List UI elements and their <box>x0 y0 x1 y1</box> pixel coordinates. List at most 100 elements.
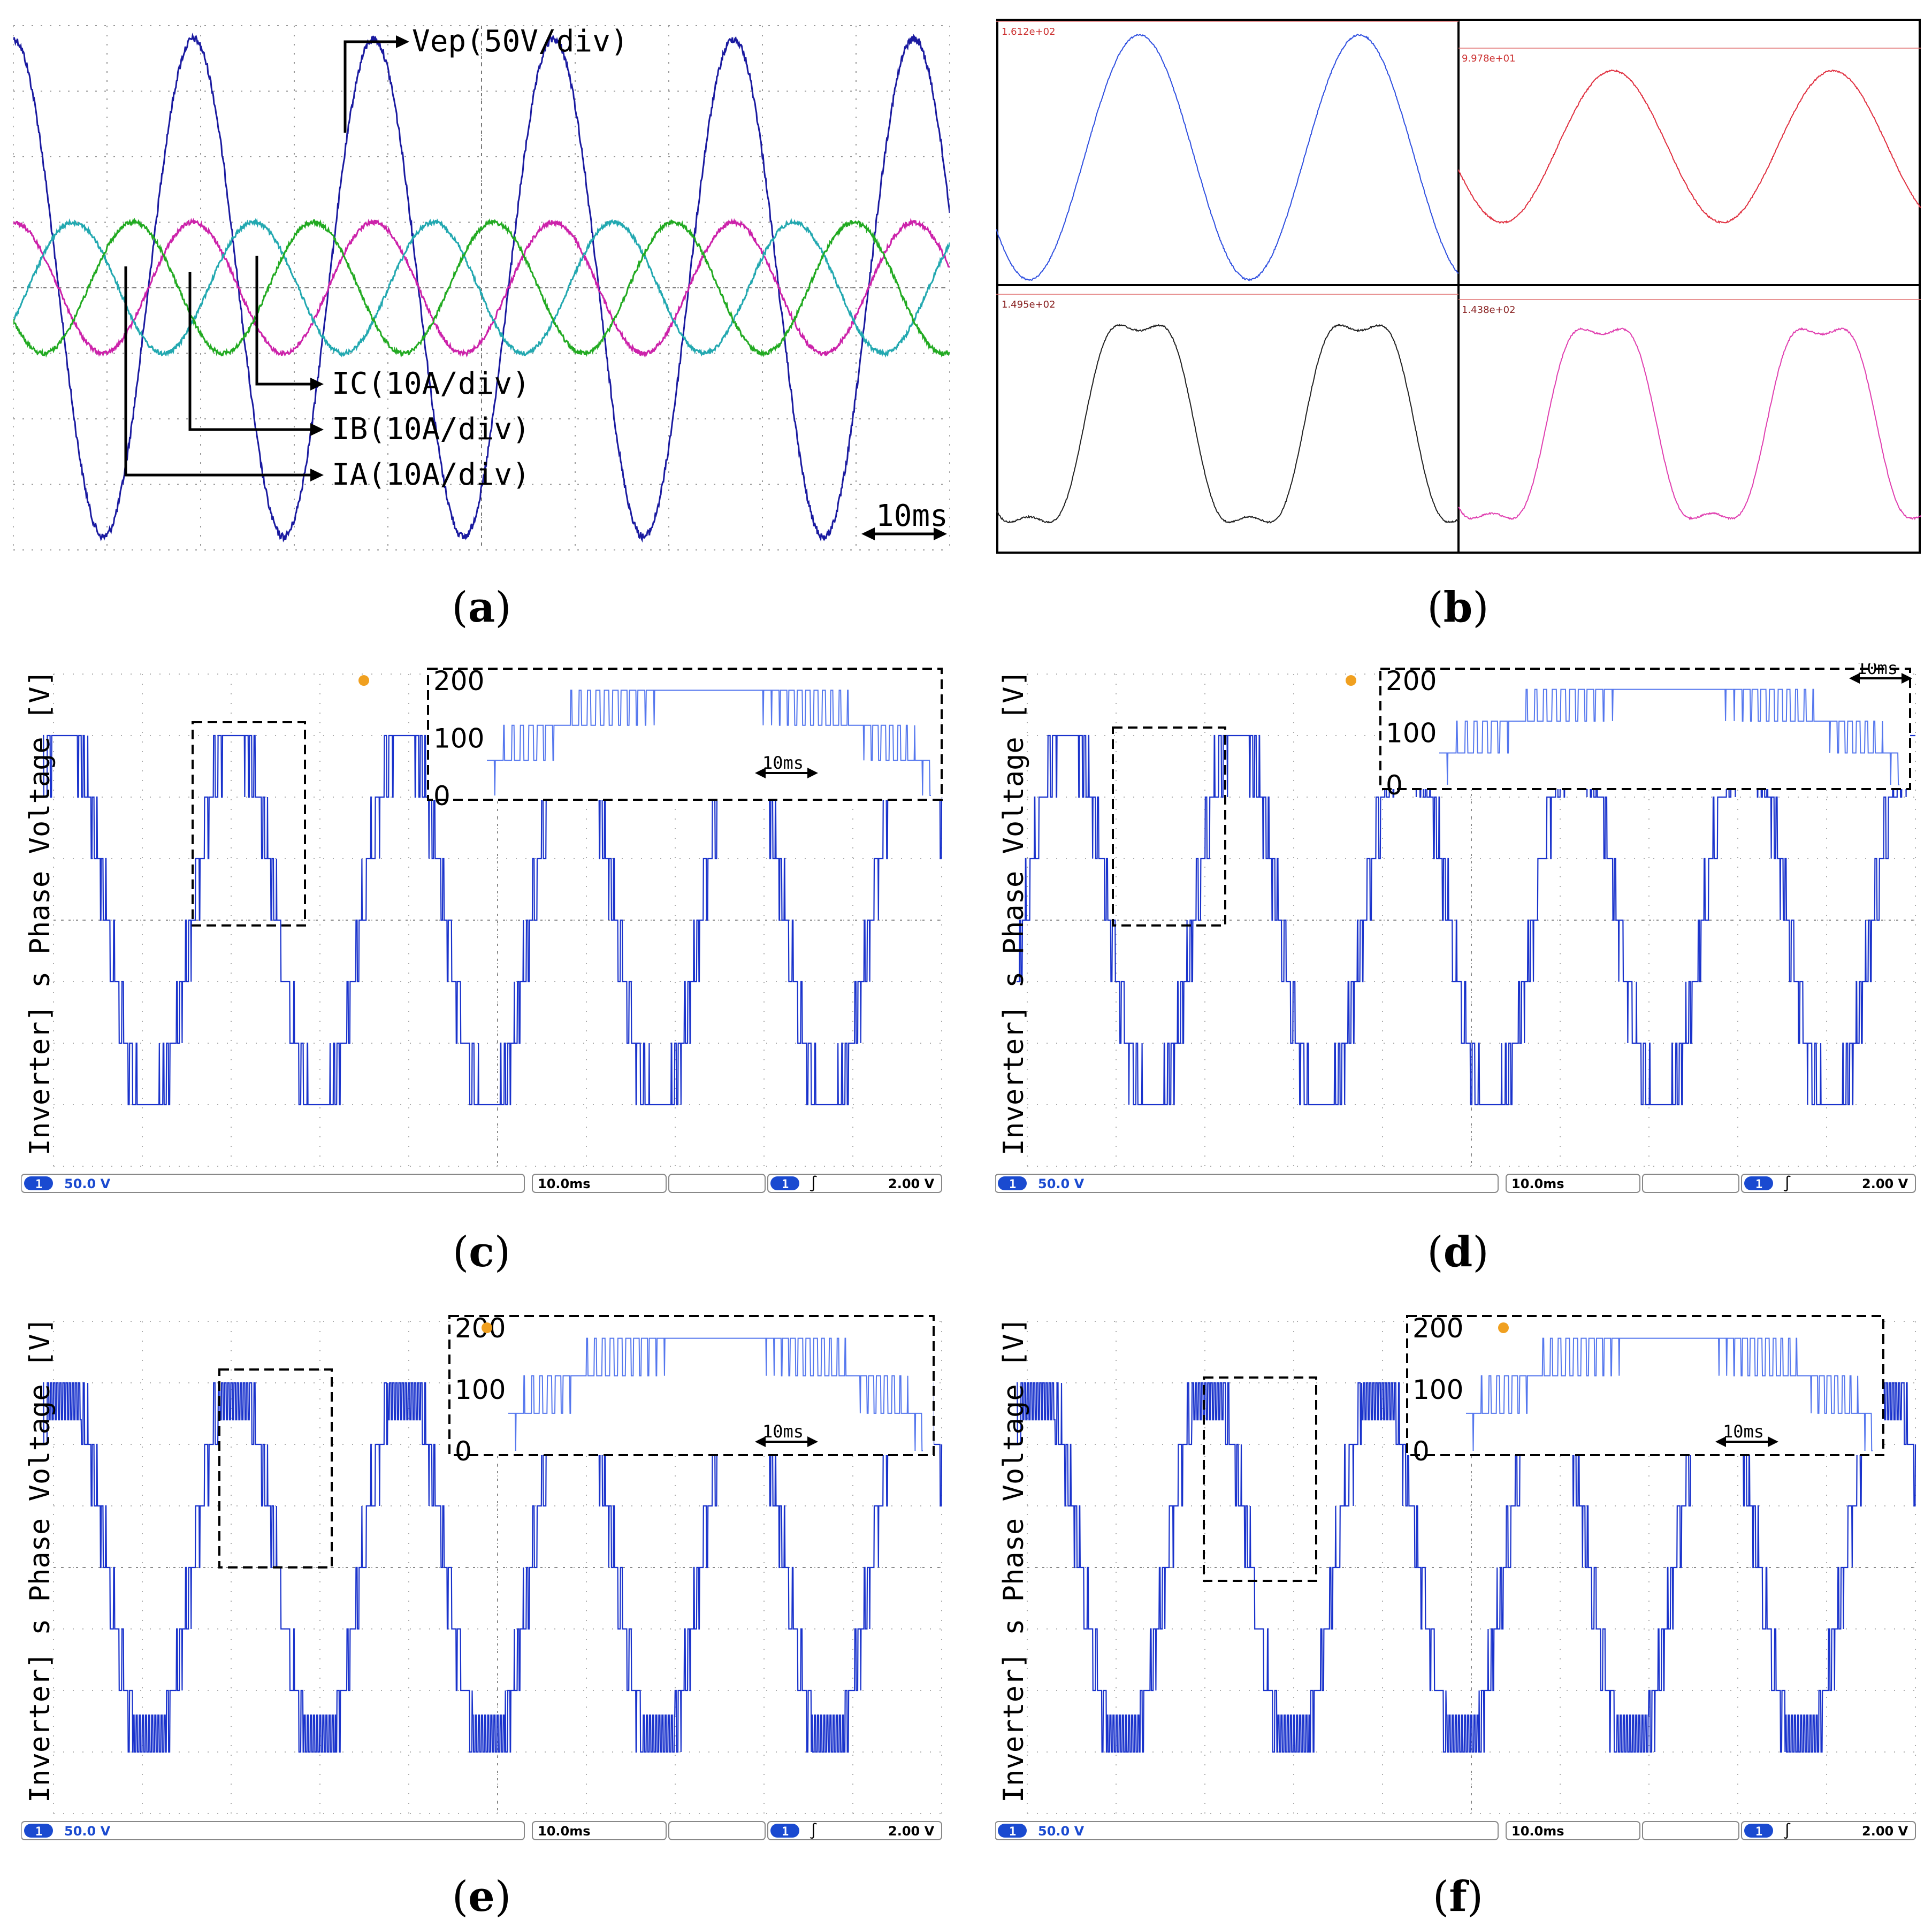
trigger-status-box <box>1741 1821 1916 1840</box>
trigger-level: 2.00 V <box>1862 1176 1908 1191</box>
ch1-badge <box>24 1824 53 1838</box>
zoom-region-box <box>192 721 306 927</box>
inset-border <box>1406 1315 1884 1456</box>
panel-a-grid <box>13 25 950 550</box>
y-axis-label: Inverter] s Phase Voltage [V] <box>24 670 56 1156</box>
inset-background <box>449 1316 934 1455</box>
trigger-level: 2.00 V <box>888 1824 935 1839</box>
arrowhead <box>1768 1436 1778 1447</box>
caption-e: (e) <box>452 1872 511 1921</box>
caption-a: (a) <box>452 583 511 632</box>
timebase-box <box>532 1821 667 1840</box>
timebase-box <box>532 1174 667 1193</box>
ch1-number: 1 <box>35 1178 42 1191</box>
ch1-scale: 50.0 V <box>64 1176 111 1191</box>
trace-b-2 <box>1458 69 1921 224</box>
zoom-region-box <box>1112 726 1226 927</box>
ch1-badge <box>998 1176 1027 1190</box>
ia-label: IA(10A/div) <box>332 457 530 492</box>
trigger-ch-badge <box>1744 1176 1773 1190</box>
inset-background <box>1407 1316 1883 1455</box>
inset-tick-label: 100 <box>1412 1374 1463 1405</box>
inset-tick-label: 100 <box>455 1374 506 1405</box>
inset-tick-label: 0 <box>433 781 450 812</box>
ch1-status-box <box>995 1174 1499 1193</box>
ch1-scale: 50.0 V <box>1038 1176 1085 1191</box>
phase-voltage-trace <box>1017 735 1915 1106</box>
inset-trace <box>487 690 931 796</box>
trigger-level: 2.00 V <box>888 1176 935 1191</box>
inset-border <box>448 1315 935 1456</box>
timebase-box <box>1506 1821 1640 1840</box>
trigger-status-box <box>767 1174 942 1193</box>
inset-tick-label: 200 <box>1386 665 1437 697</box>
caption-d: (d) <box>1427 1228 1489 1276</box>
trigger-ch-number: 1 <box>1755 1178 1762 1191</box>
ch1-number: 1 <box>1009 1825 1016 1839</box>
timebase-box <box>1506 1174 1640 1193</box>
readout-1: 1.612e+02 <box>1002 26 1056 37</box>
arrowhead <box>1849 673 1860 684</box>
trigger-ch-badge <box>770 1824 799 1838</box>
inset-time-label: 10ms <box>1723 1421 1764 1442</box>
inset-time-label: 10ms <box>762 753 804 773</box>
trigger-edge-icon: ∫ <box>1783 1822 1792 1840</box>
y-axis-label: Inverter] s Phase Voltage [V] <box>998 1317 1030 1803</box>
readout-2: 9.978e+01 <box>1462 53 1516 64</box>
trigger-status-box <box>1741 1174 1916 1193</box>
caption-c: (c) <box>452 1228 511 1276</box>
arrowhead <box>755 1436 766 1447</box>
inset-border <box>427 668 943 801</box>
panel-e-oscilloscope: 200 100 0 10ms Inverter] s Phase Voltage [V]… <box>21 1313 943 1840</box>
ib-label: IB(10A/div) <box>332 412 530 447</box>
readout-3: 1.495e+02 <box>1002 299 1056 310</box>
scope-status-bar: 1 50.0 V 10.0ms 1 ∫ 2.00 V <box>995 1174 1916 1193</box>
scope-status-bar: 1 50.0 V 10.0ms 1 ∫ 2.00 V <box>995 1821 1916 1840</box>
trigger-marker <box>358 675 369 686</box>
trigger-status-box <box>767 1821 942 1840</box>
y-axis-label: Inverter] s Phase Voltage [V] <box>24 1317 56 1803</box>
phase-voltage-trace <box>43 1382 943 1753</box>
inset-tick-label: 200 <box>433 665 484 697</box>
trigger-ch-badge <box>770 1176 799 1190</box>
panel-f-oscilloscope: 200 100 0 10ms Inverter] s Phase Voltage [V]… <box>995 1313 1916 1840</box>
trigger-ch-number: 1 <box>782 1825 789 1839</box>
inset-border <box>1379 668 1911 790</box>
panel-a-oscilloscope: Vep(50V/div) IC(10A/div) IB(10A/div) IA(… <box>13 15 950 561</box>
readout-4: 1.438e+02 <box>1462 304 1516 316</box>
arrowhead <box>1715 1436 1726 1447</box>
trace-vep <box>13 32 950 543</box>
time-marker-arrow <box>861 527 947 540</box>
inset-tick-label: 200 <box>455 1313 506 1344</box>
inset-time-label: 10ms <box>1857 663 1898 678</box>
trigger-ch-number: 1 <box>782 1178 789 1191</box>
ic-label: IC(10A/div) <box>332 366 530 401</box>
ch1-status-box <box>21 1821 525 1840</box>
trigger-edge-icon: ∫ <box>809 1822 818 1840</box>
inset-trace <box>1439 688 1899 785</box>
inset-time-label: 10ms <box>762 1421 804 1442</box>
ch1-badge <box>998 1824 1027 1838</box>
ch1-scale: 50.0 V <box>1038 1824 1085 1839</box>
inset-trace <box>1466 1337 1873 1451</box>
scope-status-bar: 1 50.0 V 10.0ms 1 ∫ 2.00 V <box>21 1821 942 1840</box>
ch1-status-box <box>21 1174 525 1193</box>
trace-b-1 <box>996 33 1459 281</box>
ch1-number: 1 <box>35 1825 42 1839</box>
arrowhead <box>807 1436 818 1447</box>
timebase-label: 10.0ms <box>538 1824 591 1839</box>
time-marker-label: 10ms <box>876 499 948 533</box>
arrowhead <box>1902 673 1912 684</box>
inset-tick-label: 100 <box>433 723 484 754</box>
trigger-marker <box>1346 675 1356 686</box>
trigger-level: 2.00 V <box>1862 1824 1908 1839</box>
phase-voltage-trace <box>43 735 943 1106</box>
inset-tick-label: 100 <box>1386 718 1437 749</box>
arrowhead <box>807 768 818 778</box>
panel-b-traces <box>996 21 1921 524</box>
zoom-region-box <box>1203 1376 1317 1582</box>
vep-label: Vep(50V/div) <box>412 24 629 59</box>
inset-tick-label: 0 <box>1386 770 1403 801</box>
ch1-status-box <box>995 1821 1499 1840</box>
trigger-edge-icon: ∫ <box>809 1175 818 1192</box>
